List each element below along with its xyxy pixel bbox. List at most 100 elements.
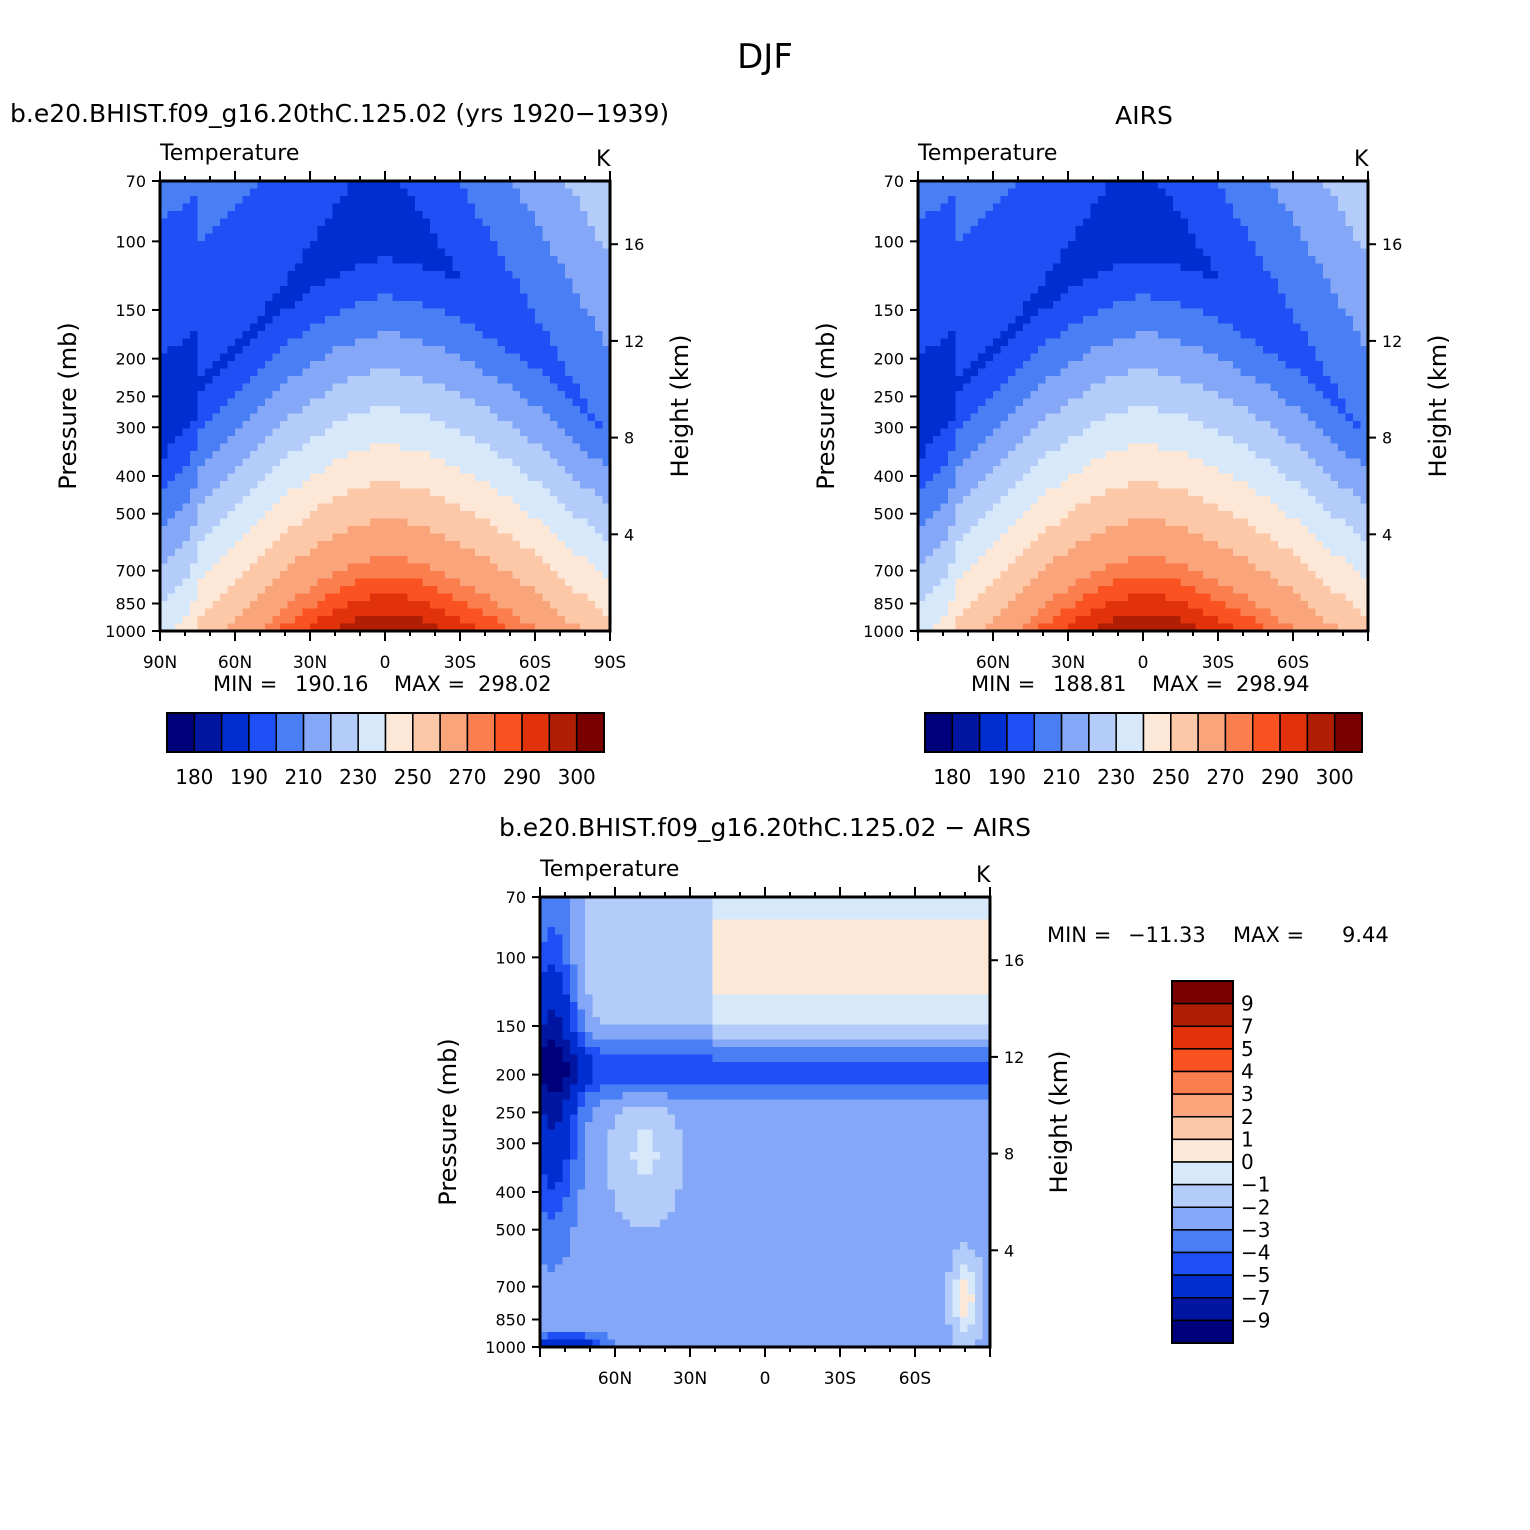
field-cell bbox=[587, 226, 596, 235]
field-cell bbox=[527, 511, 536, 520]
field-cell bbox=[1128, 188, 1137, 197]
field-cell bbox=[1240, 211, 1249, 220]
field-cell bbox=[580, 218, 589, 227]
field-cell bbox=[505, 406, 514, 415]
field-cell bbox=[985, 323, 994, 332]
field-cell bbox=[948, 278, 957, 287]
field-cell bbox=[933, 263, 942, 272]
field-cell bbox=[1293, 181, 1302, 190]
field-cell bbox=[257, 503, 266, 512]
field-cell bbox=[490, 233, 499, 242]
field-cell bbox=[475, 496, 484, 505]
field-cell bbox=[595, 391, 604, 400]
field-cell bbox=[572, 556, 581, 565]
field-cell bbox=[325, 428, 334, 437]
field-cell bbox=[190, 368, 199, 377]
field-cell bbox=[482, 563, 491, 572]
field-cell bbox=[287, 361, 296, 370]
field-cell bbox=[587, 608, 596, 617]
field-cell bbox=[527, 346, 536, 355]
field-cell bbox=[1158, 248, 1167, 257]
field-cell bbox=[1300, 301, 1309, 310]
field-cell bbox=[580, 413, 589, 422]
field-cell bbox=[557, 398, 566, 407]
field-cell bbox=[295, 436, 304, 445]
field-cell bbox=[1248, 323, 1257, 332]
field-cell bbox=[580, 436, 589, 445]
field-cell bbox=[407, 601, 416, 610]
field-cell bbox=[362, 428, 371, 437]
field-cell bbox=[557, 188, 566, 197]
field-cell bbox=[550, 466, 559, 475]
field-cell bbox=[295, 181, 304, 190]
field-cell bbox=[302, 323, 311, 332]
field-cell bbox=[587, 256, 596, 265]
field-cell bbox=[557, 346, 566, 355]
field-cell bbox=[422, 406, 431, 415]
field-cell bbox=[580, 203, 589, 212]
field-cell bbox=[422, 436, 431, 445]
field-cell bbox=[1180, 323, 1189, 332]
field-cell bbox=[182, 248, 191, 257]
field-cell bbox=[430, 196, 439, 205]
field-cell bbox=[1143, 271, 1152, 280]
field-cell bbox=[377, 518, 386, 527]
field-cell bbox=[452, 398, 461, 407]
field-cell bbox=[535, 196, 544, 205]
field-cell bbox=[985, 188, 994, 197]
field-cell bbox=[1008, 226, 1017, 235]
field-cell bbox=[572, 248, 581, 257]
field-cell bbox=[1255, 196, 1264, 205]
model-ytick-label: 250 bbox=[115, 387, 146, 406]
field-cell bbox=[587, 518, 596, 527]
field-cell bbox=[295, 443, 304, 452]
field-cell bbox=[415, 428, 424, 437]
field-cell bbox=[542, 428, 551, 437]
field-cell bbox=[1195, 323, 1204, 332]
field-cell bbox=[497, 608, 506, 617]
field-cell bbox=[1075, 218, 1084, 227]
field-cell bbox=[445, 601, 454, 610]
field-cell bbox=[325, 623, 334, 632]
field-cell bbox=[475, 181, 484, 190]
field-cell bbox=[340, 571, 349, 580]
field-cell bbox=[933, 331, 942, 340]
field-cell bbox=[1248, 218, 1257, 227]
field-cell bbox=[295, 571, 304, 580]
field-cell bbox=[475, 256, 484, 265]
field-cell bbox=[542, 301, 551, 310]
field-cell bbox=[918, 203, 927, 212]
field-cell bbox=[182, 203, 191, 212]
field-cell bbox=[422, 488, 431, 497]
model-ytick-label: 300 bbox=[115, 418, 146, 437]
field-cell bbox=[948, 248, 957, 257]
field-cell bbox=[1068, 316, 1077, 325]
field-cell bbox=[1120, 196, 1129, 205]
field-cell bbox=[265, 526, 274, 535]
field-cell bbox=[1135, 211, 1144, 220]
field-cell bbox=[235, 233, 244, 242]
field-cell bbox=[595, 608, 604, 617]
field-cell bbox=[392, 316, 401, 325]
field-cell bbox=[400, 181, 409, 190]
field-cell bbox=[475, 406, 484, 415]
field-cell bbox=[933, 316, 942, 325]
field-cell bbox=[175, 293, 184, 302]
field-cell bbox=[362, 526, 371, 535]
field-cell bbox=[280, 458, 289, 467]
field-cell bbox=[970, 218, 979, 227]
field-cell bbox=[1330, 308, 1339, 317]
model-colorbar-box bbox=[412, 712, 441, 753]
field-cell bbox=[1188, 308, 1197, 317]
field-cell bbox=[340, 226, 349, 235]
field-cell bbox=[197, 323, 206, 332]
field-cell bbox=[948, 271, 957, 280]
field-cell bbox=[925, 263, 934, 272]
field-cell bbox=[505, 323, 514, 332]
field-cell bbox=[197, 511, 206, 520]
field-cell bbox=[377, 233, 386, 242]
field-cell bbox=[175, 503, 184, 512]
field-cell bbox=[250, 578, 259, 587]
field-cell bbox=[520, 383, 529, 392]
field-cell bbox=[572, 323, 581, 332]
